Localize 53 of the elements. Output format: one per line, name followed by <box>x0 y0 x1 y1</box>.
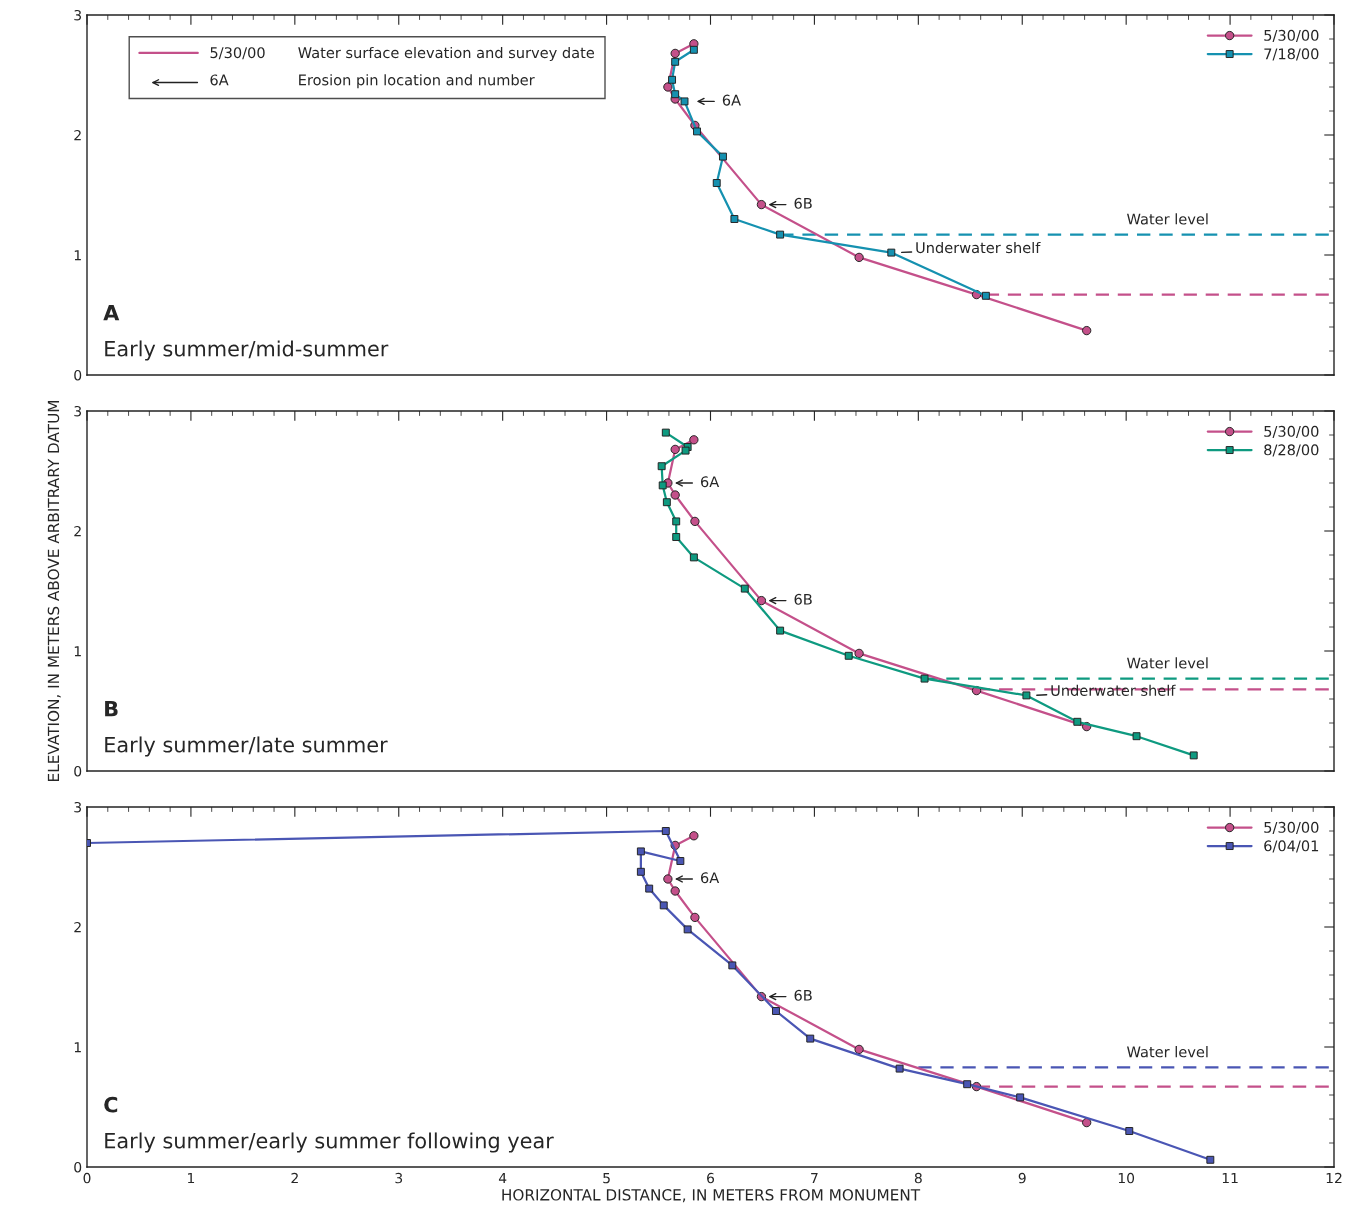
x-tick-label: 2 <box>291 1172 298 1184</box>
annotation: 6A <box>701 872 720 884</box>
series-label: Water level <box>1127 213 1208 225</box>
text: Early summer/mid-summer <box>105 340 389 361</box>
y-tick-label: 0 <box>74 765 82 777</box>
annotation: 6A <box>722 94 741 106</box>
x-tick-label: 7 <box>811 1172 818 1184</box>
y-tick-label: 2 <box>74 525 81 537</box>
text: A <box>103 305 120 321</box>
x-tick-label: 3 <box>395 1172 403 1184</box>
text: B <box>105 701 118 717</box>
annotation: Erosion pin location and number <box>299 74 535 89</box>
x-tick-label: 9 <box>1018 1172 1026 1184</box>
y-tick-label: 1 <box>74 250 81 261</box>
y-tick-label: 2 <box>74 921 81 933</box>
annotation: Water surface elevation and survey date <box>298 46 595 62</box>
text: Early summer/late summer <box>105 736 388 757</box>
x-tick-label: 4 <box>498 1172 507 1184</box>
x-tick-label: 6 <box>707 1172 715 1184</box>
x-axis-title: HORIZONTAL DISTANCE, IN METERS FROM MONUMENT <box>502 1189 921 1203</box>
x-tick-label: 12 <box>1326 1172 1342 1184</box>
x-tick-label: 10 <box>1118 1172 1135 1184</box>
y-tick-label: 3 <box>74 9 82 21</box>
y-tick-label: 0 <box>74 369 82 381</box>
legend-label: 6/04/01 <box>1264 840 1319 853</box>
legend-label: 8/28/00 <box>1264 444 1319 457</box>
annotation: 5/30/00 <box>210 47 265 60</box>
legend-label: 5/30/00 <box>1264 29 1319 43</box>
legend-label: 5/30/00 <box>1264 425 1319 439</box>
annotation: Underwater shelf <box>916 241 1041 254</box>
y-tick-label: 3 <box>74 801 82 813</box>
legend-label: 7/18/00 <box>1264 48 1319 61</box>
y-tick-label: 2 <box>74 129 81 141</box>
series-label: Water level <box>1127 1046 1208 1058</box>
text: Early summer/early summer following year <box>105 1132 554 1153</box>
annotation: 6A <box>210 74 229 86</box>
y-tick-label: 1 <box>74 646 81 657</box>
annotation: 6A <box>701 476 720 488</box>
text: C <box>104 1096 118 1113</box>
x-tick-label: 11 <box>1222 1172 1238 1184</box>
legend-label: 5/30/00 <box>1264 821 1319 835</box>
annotation: 6B <box>794 989 812 1001</box>
y-axis-title: ELEVATION, IN METERS ABOVE ARBITRARY DATUM <box>47 401 61 781</box>
x-tick-label: 5 <box>603 1172 610 1184</box>
x-tick-label: 8 <box>914 1172 922 1184</box>
annotation: 6B <box>794 197 812 209</box>
x-tick-label: 1 <box>188 1172 195 1184</box>
y-tick-label: 3 <box>74 405 82 417</box>
y-tick-label: 1 <box>74 1042 81 1053</box>
annotation: 6B <box>794 593 812 605</box>
y-tick-label: 0 <box>74 1161 82 1173</box>
x-tick-label: 0 <box>83 1172 91 1184</box>
series-label: Water level <box>1127 657 1208 669</box>
